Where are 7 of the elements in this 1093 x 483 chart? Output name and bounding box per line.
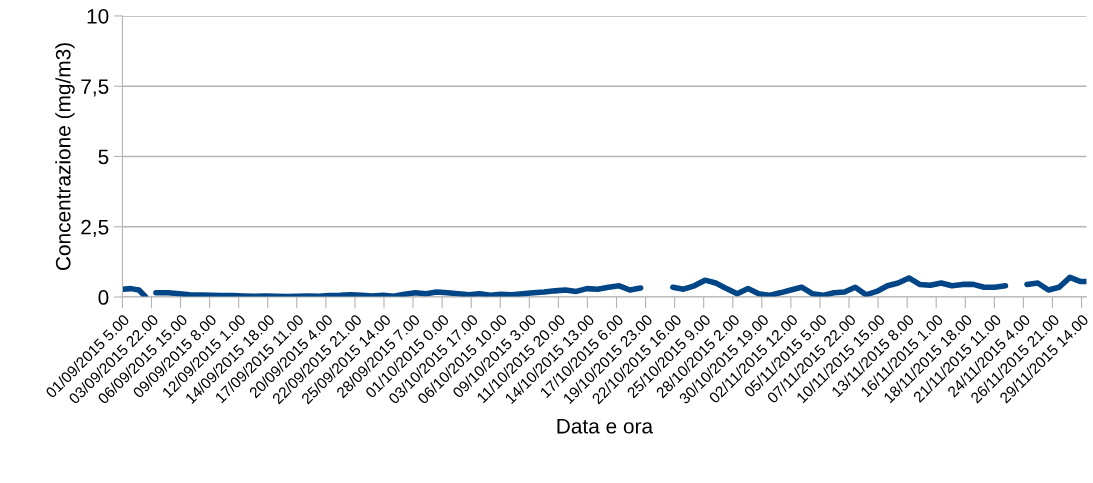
- x-axis-title: Data e ora: [557, 419, 654, 434]
- y-tick-label: 5: [98, 149, 109, 165]
- y-tick-label: 7,5: [81, 79, 109, 97]
- y-tick-label: 10: [87, 8, 109, 24]
- y-tick-label: 2,5: [81, 219, 109, 237]
- y-axis-title: Concentrazione (mg/m3): [55, 43, 75, 271]
- y-tick-label: 0: [98, 290, 109, 305]
